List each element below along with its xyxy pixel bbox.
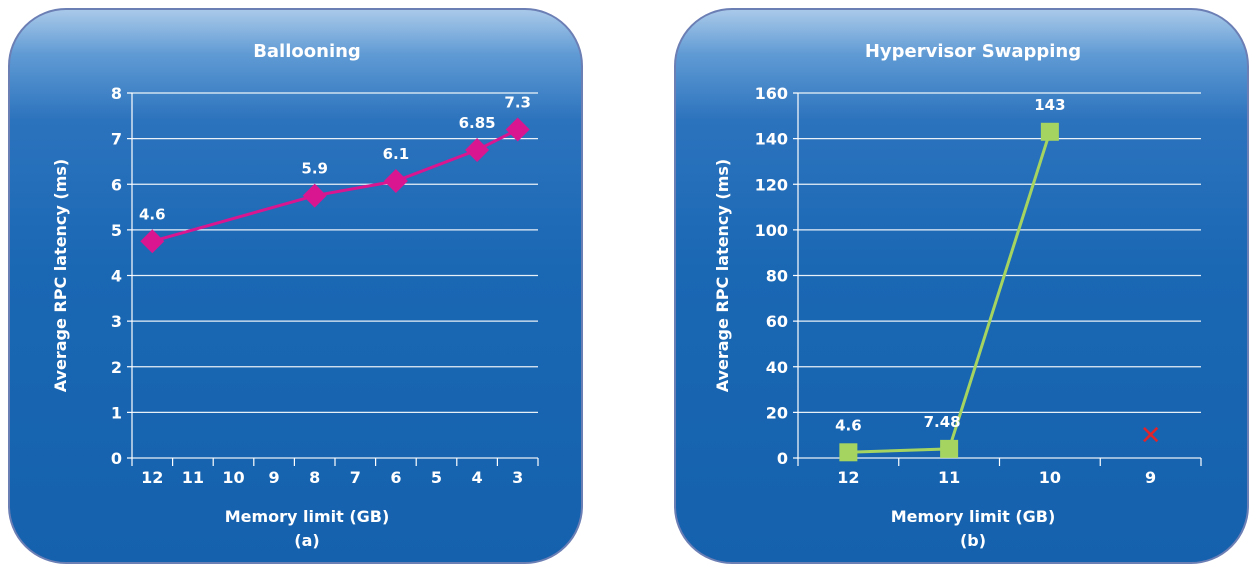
data-label: 4.6 [139, 205, 166, 223]
y-tick-label: 7 [111, 130, 122, 149]
y-tick-label: 1 [111, 403, 122, 422]
data-point-marker [940, 439, 959, 458]
x-tick-label: 12 [837, 468, 859, 487]
x-tick-label: 9 [1145, 468, 1156, 487]
data-point-marker [465, 138, 490, 163]
data-label: 6.85 [459, 114, 496, 132]
y-tick-label: 160 [755, 84, 788, 103]
y-tick-label: 20 [766, 403, 788, 422]
chart-panel-ballooning: 0 1 2 3 4 5 6 7 8 12 11 10 9 8 7 6 5 4 3 Ballooning Memory l… [8, 8, 583, 564]
data-label: 6.1 [383, 145, 410, 163]
y-axis-label: Average RPC latency (ms) [713, 159, 732, 393]
data-point-marker [140, 229, 165, 254]
y-tick-label: 140 [755, 130, 788, 149]
y-tick-label: 120 [755, 175, 788, 194]
x-tick-label: 6 [390, 468, 401, 487]
data-label: 4.6 [835, 416, 862, 434]
data-point-marker [383, 169, 408, 194]
x-tick-label: 12 [141, 468, 163, 487]
failed-x-marker: ✕ [1140, 421, 1162, 451]
chart-caption: (a) [294, 531, 319, 550]
chart-caption: (b) [960, 531, 986, 550]
x-tick-label: 8 [309, 468, 320, 487]
y-tick-label: 0 [111, 449, 122, 468]
data-point-marker [839, 443, 858, 462]
chart-title: Ballooning [253, 41, 361, 62]
x-tick-label: 11 [938, 468, 960, 487]
y-tick-label: 40 [766, 358, 788, 377]
y-axis-label: Average RPC latency (ms) [51, 159, 70, 393]
chart-panel-hypervisor-swapping: 0 20 40 60 80 100 120 140 160 12 11 10 9 Hypervisor S… [674, 8, 1249, 564]
data-point-marker [505, 117, 530, 142]
x-tick-label: 3 [512, 468, 523, 487]
y-tick-label: 100 [755, 221, 788, 240]
y-tick-label: 5 [111, 221, 122, 240]
data-label: 5.9 [301, 160, 328, 178]
x-tick-label: 11 [182, 468, 204, 487]
data-label: 143 [1034, 96, 1065, 114]
series-line [151, 128, 519, 243]
data-label: 7.48 [924, 413, 961, 431]
y-tick-label: 60 [766, 312, 788, 331]
x-axis-label: Memory limit (GB) [225, 507, 390, 526]
hypervisor-swapping-chart: 0 20 40 60 80 100 120 140 160 12 11 10 9 Hypervisor S… [713, 41, 1202, 550]
y-tick-label: 6 [111, 175, 122, 194]
y-tick-label: 2 [111, 358, 122, 377]
y-tick-label: 8 [111, 84, 122, 103]
y-tick-label: 80 [766, 267, 788, 286]
x-tick-label: 10 [1039, 468, 1061, 487]
y-tick-label: 0 [777, 449, 788, 468]
x-tick-label: 10 [222, 468, 244, 487]
data-point-marker [302, 183, 327, 208]
x-tick-label: 5 [431, 468, 442, 487]
y-tick-label: 4 [111, 267, 122, 286]
y-tick-label: 3 [111, 312, 122, 331]
x-tick-label: 4 [472, 468, 483, 487]
data-point-marker [1040, 122, 1059, 141]
series-line [848, 131, 1052, 454]
x-tick-label: 7 [350, 468, 361, 487]
data-label: 7.3 [504, 94, 531, 112]
chart-title: Hypervisor Swapping [865, 41, 1081, 62]
x-axis-label: Memory limit (GB) [891, 507, 1056, 526]
x-tick-label: 9 [269, 468, 280, 487]
